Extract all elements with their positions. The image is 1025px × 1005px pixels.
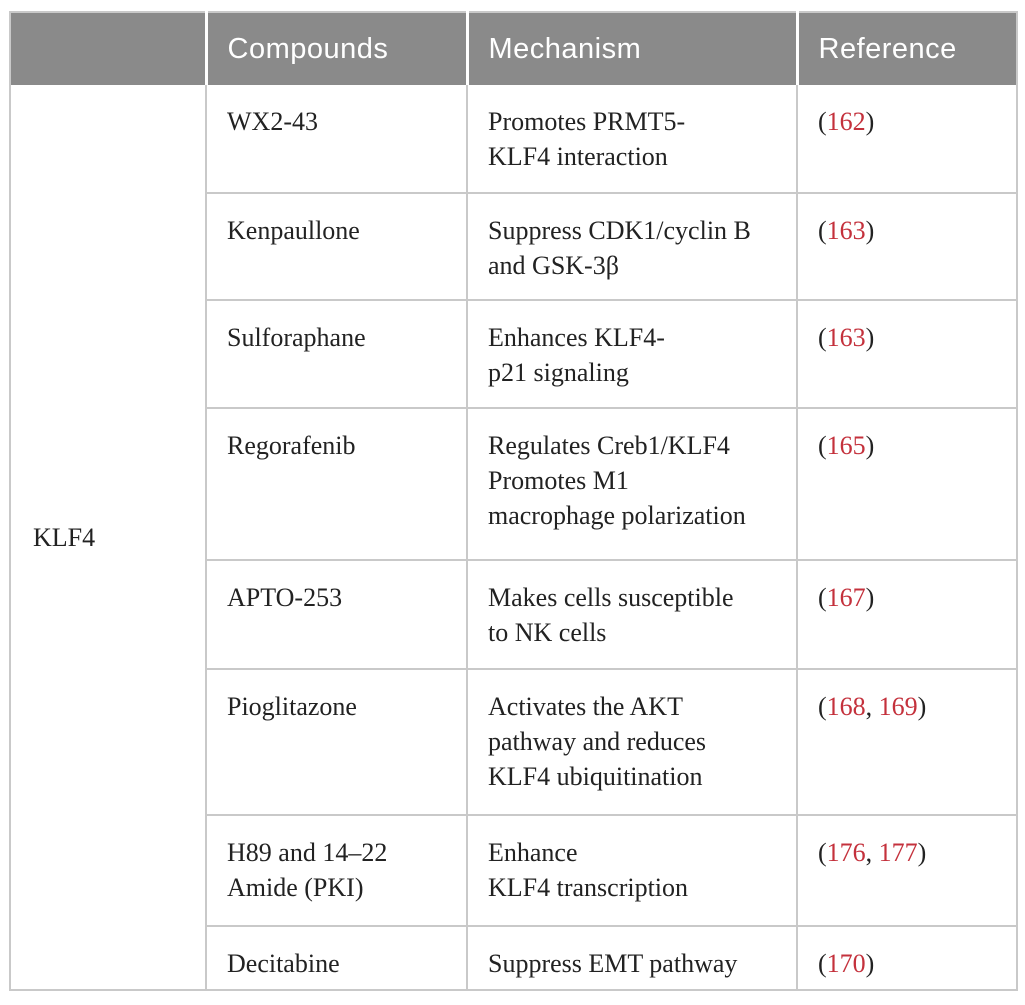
table-row: Decitabine Suppress EMT pathway (170) [10, 925, 1018, 991]
mechanism-cell: Activates the AKT pathway and reduces KL… [466, 668, 798, 816]
mechanism-cell: Enhance KLF4 transcription [466, 814, 798, 927]
reference-cell: (167) [796, 559, 1018, 670]
compound-cell: H89 and 14–22 Amide (PKI) [205, 814, 468, 927]
header-cell-mechanism: Mechanism [465, 12, 797, 85]
reference-citation-link[interactable]: 163 [826, 216, 866, 245]
table-row: APTO-253 Makes cells susceptible to NK ce… [10, 559, 1018, 670]
mechanism-cell: Enhances KLF4- p21 signaling [466, 299, 798, 409]
header-cell-compounds: Compounds [204, 12, 467, 85]
group-cell-klf4: KLF4 [9, 85, 207, 991]
header-row: Compounds Mechanism Reference [10, 12, 1017, 85]
table-row: Kenpaullone Suppress CDK1/cyclin B and GS… [10, 192, 1018, 301]
header-cell-group [10, 12, 206, 85]
reference-citation-link[interactable]: 162 [826, 107, 866, 136]
reference-citation-link[interactable]: 163 [826, 323, 866, 352]
reference-cell: (163) [796, 299, 1018, 409]
reference-citation-link[interactable]: 167 [826, 583, 866, 612]
klf4-compounds-table: Compounds Mechanism Reference KLF4 WX2-43… [9, 11, 1018, 991]
reference-citation-link[interactable]: 170 [826, 949, 866, 978]
reference-citation-link[interactable]: 165 [826, 431, 866, 460]
mechanism-cell: Makes cells susceptible to NK cells [466, 559, 798, 670]
table-row: KLF4 WX2-43 Promotes PRMT5- KLF4 interacti… [9, 85, 1018, 991]
header-cell-reference: Reference [795, 12, 1017, 85]
reference-cell: (163) [796, 192, 1018, 301]
reference-citation-link[interactable]: 177 [878, 838, 918, 867]
table-row: Regorafenib Regulates Creb1/KLF4 Promotes… [10, 407, 1018, 561]
mechanism-cell: Suppress EMT pathway [466, 925, 798, 991]
reference-cell: (170) [796, 925, 1018, 991]
reference-citation-link[interactable]: 176 [826, 838, 866, 867]
reference-cell: (162) [796, 85, 1018, 194]
reference-cell: (168, 169) [796, 668, 1018, 816]
table-row: Sulforaphane Enhances KLF4- p21 signaling… [10, 299, 1018, 409]
mechanism-cell: Regulates Creb1/KLF4 Promotes M1 macroph… [466, 407, 798, 561]
reference-citation-link[interactable]: 168 [826, 692, 866, 721]
table-row: H89 and 14–22 Amide (PKI) Enhance KLF4 tr… [10, 814, 1018, 927]
table-row: Pioglitazone Activates the AKT pathway an… [10, 668, 1018, 816]
compound-cell: APTO-253 [205, 559, 468, 670]
compound-cell: Regorafenib [205, 407, 468, 561]
mechanism-cell: Suppress CDK1/cyclin B and GSK-3β [466, 192, 798, 301]
compound-cell: WX2-43 [205, 85, 468, 194]
mechanism-cell: Promotes PRMT5- KLF4 interaction [466, 85, 798, 194]
compound-cell: Decitabine [205, 925, 468, 991]
compound-cell: Sulforaphane [205, 299, 468, 409]
reference-citation-link[interactable]: 169 [878, 692, 918, 721]
compound-cell: Pioglitazone [205, 668, 468, 816]
reference-cell: (165) [796, 407, 1018, 561]
reference-cell: (176, 177) [796, 814, 1018, 927]
compound-cell: Kenpaullone [205, 192, 468, 301]
